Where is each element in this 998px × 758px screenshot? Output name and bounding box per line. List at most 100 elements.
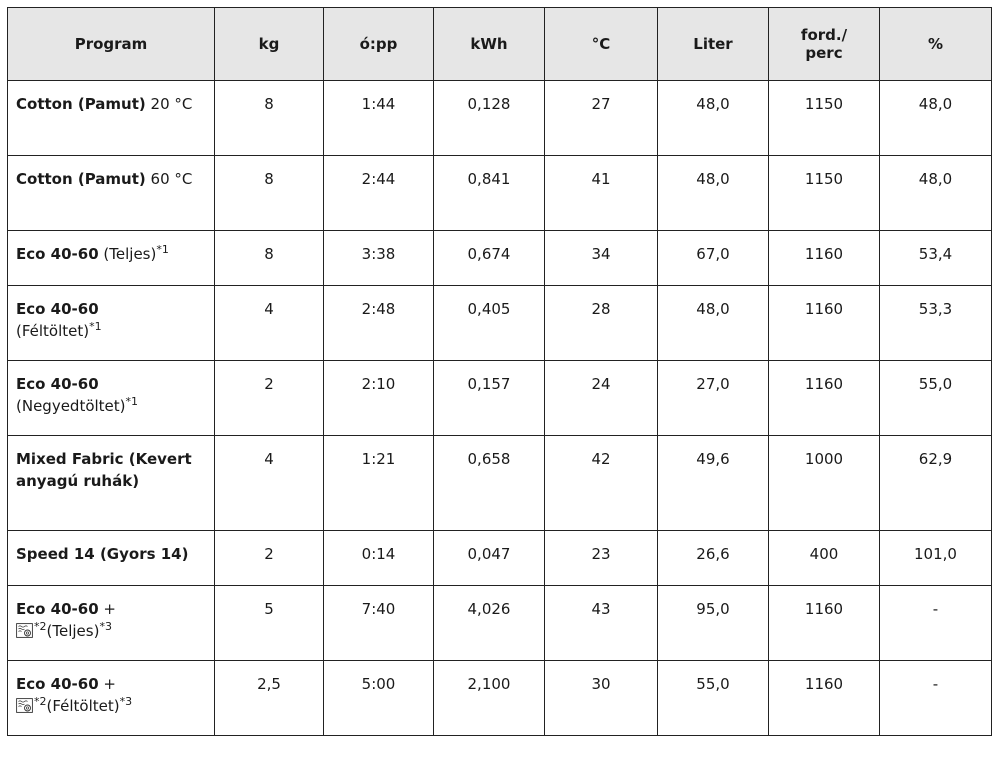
kg-cell: 8 <box>214 230 324 286</box>
liter-cell: 26,6 <box>657 530 769 586</box>
rpm-cell: 1150 <box>768 80 880 156</box>
program-detail: (Féltöltet) <box>16 321 90 340</box>
liter-cell: 49,6 <box>657 435 769 531</box>
header-kg: kg <box>214 7 324 81</box>
kwh-cell: 0,047 <box>433 530 545 586</box>
time-cell: 0:14 <box>323 530 434 586</box>
liter-cell: 67,0 <box>657 230 769 286</box>
time-cell: 2:44 <box>323 155 434 231</box>
table-row: Cotton (Pamut) 20 °C 8 1:44 0,128 27 48,… <box>7 80 992 156</box>
program-name-cell: Speed 14 (Gyors 14) <box>7 530 215 586</box>
table-row: Eco 40-60 (Teljes)*1 8 3:38 0,674 34 67,… <box>7 230 992 286</box>
header-row: Program kg ó:pp kWh °C Liter ford./ perc… <box>7 7 992 81</box>
table-row: Cotton (Pamut) 60 °C 8 2:44 0,841 41 48,… <box>7 155 992 231</box>
header-pct: % <box>879 7 992 81</box>
temp-cell: 30 <box>544 660 658 736</box>
time-cell: 2:48 <box>323 285 434 361</box>
kg-cell: 2 <box>214 530 324 586</box>
kwh-cell: 4,026 <box>433 585 545 661</box>
program-name-cell: Eco 40-60 (Féltöltet)*1 <box>7 285 215 361</box>
footnote-ref: *2 <box>34 694 47 708</box>
rpm-cell: 1160 <box>768 285 880 361</box>
header-temp: °C <box>544 7 658 81</box>
program-name-cell: Eco 40-60 (Teljes)*1 <box>7 230 215 286</box>
program-name: Eco 40-60 <box>16 375 99 393</box>
table-row: Eco 40-60 + *2(Féltöltet)*3 2,5 5:00 2,10… <box>7 660 992 736</box>
header-time: ó:pp <box>323 7 434 81</box>
header-rpm: ford./ perc <box>768 7 880 81</box>
kg-cell: 2 <box>214 360 324 436</box>
time-cell: 1:44 <box>323 80 434 156</box>
pct-cell: 101,0 <box>879 530 992 586</box>
table-row: Mixed Fabric (Kevert anyagú ruhák) 4 1:2… <box>7 435 992 531</box>
liter-cell: 55,0 <box>657 660 769 736</box>
temp-cell: 23 <box>544 530 658 586</box>
kwh-cell: 0,841 <box>433 155 545 231</box>
program-name: Cotton (Pamut) <box>16 95 146 113</box>
footnote-ref: *1 <box>125 394 139 408</box>
liter-cell: 95,0 <box>657 585 769 661</box>
time-cell: 3:38 <box>323 230 434 286</box>
liter-cell: 48,0 <box>657 80 769 156</box>
time-cell: 7:40 <box>323 585 434 661</box>
table-row: Eco 40-60 (Féltöltet)*1 4 2:48 0,405 28 4… <box>7 285 992 361</box>
temp-cell: 43 <box>544 585 658 661</box>
temp-cell: 24 <box>544 360 658 436</box>
temp-cell: 27 <box>544 80 658 156</box>
program-name: Eco 40-60 <box>16 245 99 263</box>
program-name-cell: Cotton (Pamut) 20 °C <box>7 80 215 156</box>
program-name: Eco 40-60 <box>16 300 99 318</box>
kwh-cell: 0,128 <box>433 80 545 156</box>
pct-cell: 48,0 <box>879 80 992 156</box>
rpm-cell: 1160 <box>768 230 880 286</box>
table-row: Eco 40-60 + *2(Teljes)*3 5 7:40 4,026 43 … <box>7 585 992 661</box>
kwh-cell: 0,157 <box>433 360 545 436</box>
kwh-cell: 2,100 <box>433 660 545 736</box>
temp-cell: 34 <box>544 230 658 286</box>
pct-cell: 53,3 <box>879 285 992 361</box>
rpm-cell: 1150 <box>768 155 880 231</box>
program-name: Mixed Fabric (Kevert anyagú ruhák) <box>16 450 192 490</box>
washer-dryer-icon <box>16 697 33 713</box>
temp-cell: 42 <box>544 435 658 531</box>
kg-cell: 8 <box>214 155 324 231</box>
program-detail: (Teljes) <box>98 245 157 263</box>
kg-cell: 8 <box>214 80 324 156</box>
kwh-cell: 0,405 <box>433 285 545 361</box>
program-name-cell: Eco 40-60 (Negyedtöltet)*1 <box>7 360 215 436</box>
time-cell: 2:10 <box>323 360 434 436</box>
program-name: Speed 14 (Gyors 14) <box>16 545 189 563</box>
program-detail: 60 °C <box>145 170 193 188</box>
table-row: Speed 14 (Gyors 14) 2 0:14 0,047 23 26,6… <box>7 530 992 586</box>
rpm-cell: 1000 <box>768 435 880 531</box>
header-program: Program <box>7 7 215 81</box>
temp-cell: 41 <box>544 155 658 231</box>
footnote-ref: *1 <box>89 319 102 333</box>
pct-cell: 48,0 <box>879 155 992 231</box>
program-detail: (Negyedtöltet) <box>16 396 126 415</box>
pct-cell: 53,4 <box>879 230 992 286</box>
footnote-ref: *1 <box>156 243 169 256</box>
rpm-cell: 1160 <box>768 660 880 736</box>
program-plus: + <box>98 675 116 693</box>
program-name-cell: Eco 40-60 + *2(Féltöltet)*3 <box>7 660 215 736</box>
program-detail: (Féltöltet) <box>46 696 120 715</box>
table-row: Eco 40-60 (Negyedtöltet)*1 2 2:10 0,157 2… <box>7 360 992 436</box>
kg-cell: 5 <box>214 585 324 661</box>
rpm-cell: 1160 <box>768 360 880 436</box>
kwh-cell: 0,658 <box>433 435 545 531</box>
kg-cell: 4 <box>214 435 324 531</box>
header-liter: Liter <box>657 7 769 81</box>
liter-cell: 27,0 <box>657 360 769 436</box>
program-name-cell: Cotton (Pamut) 60 °C <box>7 155 215 231</box>
kwh-cell: 0,674 <box>433 230 545 286</box>
footnote-ref: *2 <box>34 619 47 633</box>
header-kwh: kWh <box>433 7 545 81</box>
program-detail: 20 °C <box>145 95 193 113</box>
program-name: Cotton (Pamut) <box>16 170 146 188</box>
program-name-cell: Mixed Fabric (Kevert anyagú ruhák) <box>7 435 215 531</box>
program-name: Eco 40-60 <box>16 600 99 618</box>
program-name-cell: Eco 40-60 + *2(Teljes)*3 <box>7 585 215 661</box>
liter-cell: 48,0 <box>657 155 769 231</box>
pct-cell: - <box>879 585 992 661</box>
